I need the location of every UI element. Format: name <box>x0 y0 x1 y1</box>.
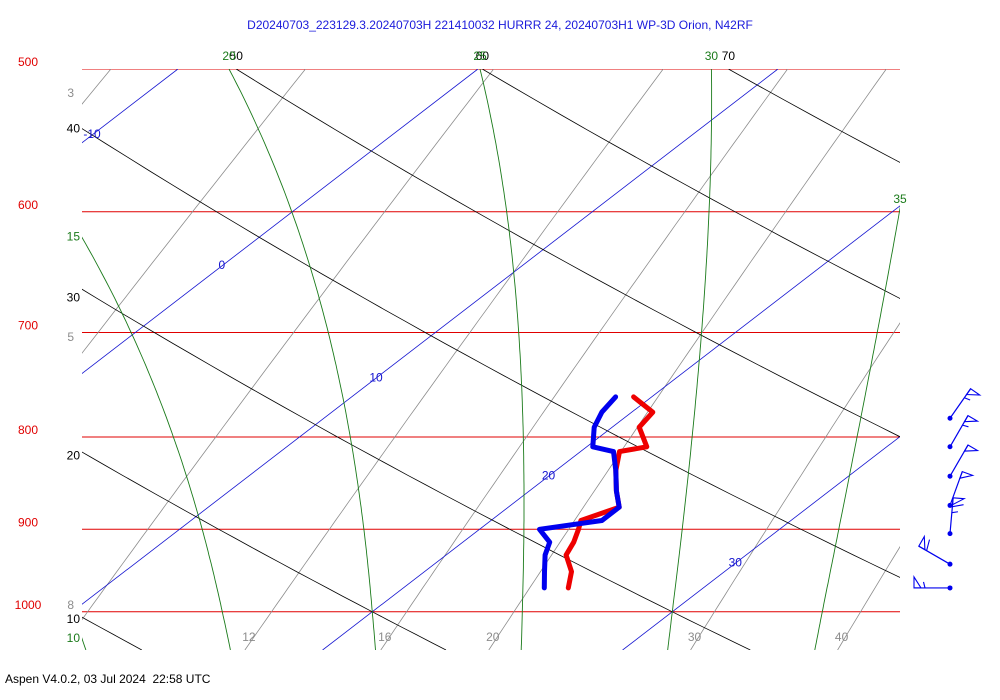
pressure-label: 600 <box>18 198 38 212</box>
dry-adiabat <box>82 451 447 650</box>
isotherm <box>622 436 900 650</box>
footer: Aspen V4.0.2, 03 Jul 2024 22:58 UTC <box>5 672 211 686</box>
mixing-ratio-label: 8 <box>67 598 74 612</box>
wind-barb <box>947 387 982 421</box>
dry-adiabat <box>728 69 900 163</box>
mixing-ratio-line <box>690 322 900 650</box>
barb-half <box>951 511 959 514</box>
isotherm-label: -10 <box>83 127 101 141</box>
moist-adiabat <box>667 69 713 650</box>
mixing-ratio-line <box>488 69 887 650</box>
moist-adiabat-label: 35 <box>893 192 907 206</box>
pressure-label: 800 <box>18 423 38 437</box>
mixing-ratio-label: 5 <box>67 330 74 344</box>
sounding-trace <box>563 394 656 591</box>
pressure-label: 1000 <box>15 598 42 612</box>
pressure-label: 900 <box>18 515 38 529</box>
moist-adiabat <box>479 69 525 650</box>
mixing-ratio-label: 20 <box>486 630 500 644</box>
dry-adiabat <box>82 128 900 578</box>
wind-barb <box>947 444 980 479</box>
chart-title: D20240703_223129.3.20240703H 221410032 H… <box>247 18 753 32</box>
barb-pennant <box>965 387 982 396</box>
sounding-trace <box>537 394 622 591</box>
mixing-ratio-line <box>244 69 664 650</box>
isotherm <box>82 69 779 605</box>
isotherm <box>322 205 900 650</box>
dry-adiabat-label: 30 <box>67 290 81 304</box>
barb-pennant <box>951 497 967 506</box>
moist-adiabat <box>228 69 376 650</box>
wind-barb <box>947 414 980 450</box>
dry-adiabat <box>482 69 900 299</box>
dry-adiabat-label: 20 <box>67 449 81 463</box>
isotherm-label: 10 <box>369 370 383 384</box>
isotherm-label: 0 <box>218 258 225 272</box>
dry-adiabat <box>82 616 142 650</box>
moist-adiabat-label: 25 <box>473 49 487 63</box>
mixing-ratio-label: 30 <box>688 630 702 644</box>
pressure-label: 500 <box>18 55 38 69</box>
moist-adiabat-label: 15 <box>67 230 81 244</box>
mixing-ratio-line <box>837 546 900 650</box>
isotherm <box>82 69 179 144</box>
mixing-ratio-line <box>380 69 788 650</box>
mixing-ratio-label: 40 <box>835 630 849 644</box>
moist-adiabat <box>82 637 87 650</box>
barb-line <box>952 504 964 508</box>
barb-half <box>922 581 926 589</box>
barb-line <box>926 539 931 551</box>
mixing-ratio-label: 3 <box>67 86 74 100</box>
wind-barb <box>947 497 967 537</box>
mixing-ratio-line <box>82 69 495 621</box>
dry-adiabat <box>82 288 751 650</box>
dry-adiabat-label: 60 <box>476 49 490 63</box>
isotherm-label: 30 <box>729 556 743 570</box>
barb-half <box>962 424 969 428</box>
wind-barb <box>918 534 953 567</box>
dry-adiabat-label: 10 <box>67 612 81 626</box>
pressure-label: 700 <box>18 319 38 333</box>
barb-pennant <box>913 575 923 589</box>
isotherm <box>82 69 479 375</box>
isotherm-label: 20 <box>542 468 556 482</box>
mixing-ratio-label: 12 <box>242 630 256 644</box>
mixing-ratio-label: 16 <box>378 630 392 644</box>
moist-adiabat <box>814 205 900 650</box>
barb-pennant <box>918 534 926 551</box>
wind-barb <box>947 470 975 508</box>
moist-adiabat <box>82 236 231 650</box>
mixing-ratio-line <box>82 69 112 105</box>
dry-adiabat-label: 70 <box>722 49 736 63</box>
barb-pennant <box>963 444 980 452</box>
moist-adiabat-label: 30 <box>705 49 719 63</box>
moist-adiabat-label: 10 <box>67 631 81 645</box>
barb-pennant <box>959 470 975 479</box>
mixing-ratio-line <box>82 69 306 354</box>
moist-adiabat-label: 20 <box>222 49 236 63</box>
dry-adiabat <box>235 69 900 438</box>
wind-barb <box>913 575 953 591</box>
plot-area <box>82 69 900 650</box>
barb-half <box>964 397 971 401</box>
dry-adiabat-label: 50 <box>230 49 244 63</box>
dry-adiabat-label: 40 <box>67 121 81 135</box>
barb-pennant <box>963 414 980 423</box>
